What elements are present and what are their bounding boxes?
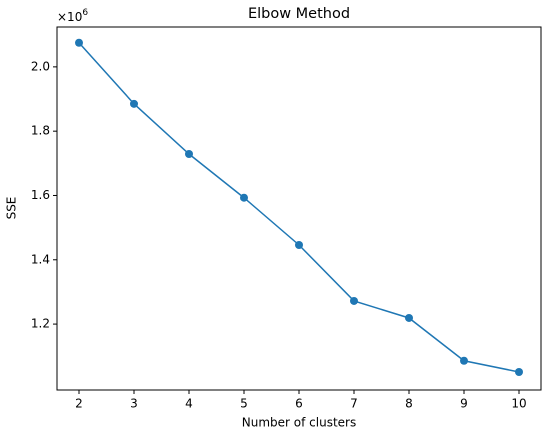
y-tick-label: 1.6 (31, 188, 50, 202)
data-point (130, 99, 138, 108)
y-offset-exponent: 6 (82, 8, 88, 18)
y-offset-base: ×10 (57, 10, 82, 24)
x-tick-label: 9 (460, 397, 468, 411)
x-tick-label: 7 (350, 397, 358, 411)
data-line (78, 42, 520, 373)
y-offset-text: ×106 (57, 8, 88, 24)
x-tick-label: 2 (75, 397, 83, 411)
y-tick-label: 1.2 (31, 317, 50, 331)
data-point (460, 356, 468, 365)
chart-title: Elbow Method (248, 6, 350, 22)
data-point (515, 367, 523, 376)
data-point (240, 193, 248, 202)
x-tick-label: 4 (185, 397, 193, 411)
plot-frame (56, 26, 542, 391)
y-axis-label: SSE (5, 197, 19, 220)
data-point (350, 296, 358, 305)
data-point (75, 38, 83, 47)
x-axis-label: Number of clusters (242, 416, 356, 430)
data-point (295, 240, 303, 249)
data-point (185, 150, 193, 159)
data-point (405, 313, 413, 322)
x-tick-label: 8 (405, 397, 413, 411)
x-tick-label: 10 (511, 397, 526, 411)
x-tick-label: 6 (295, 397, 303, 411)
y-tick-label: 2.0 (31, 59, 50, 73)
y-tick-label: 1.4 (31, 252, 50, 266)
x-tick-label: 3 (130, 397, 138, 411)
x-tick-label: 5 (240, 397, 248, 411)
y-tick-label: 1.8 (31, 124, 50, 138)
